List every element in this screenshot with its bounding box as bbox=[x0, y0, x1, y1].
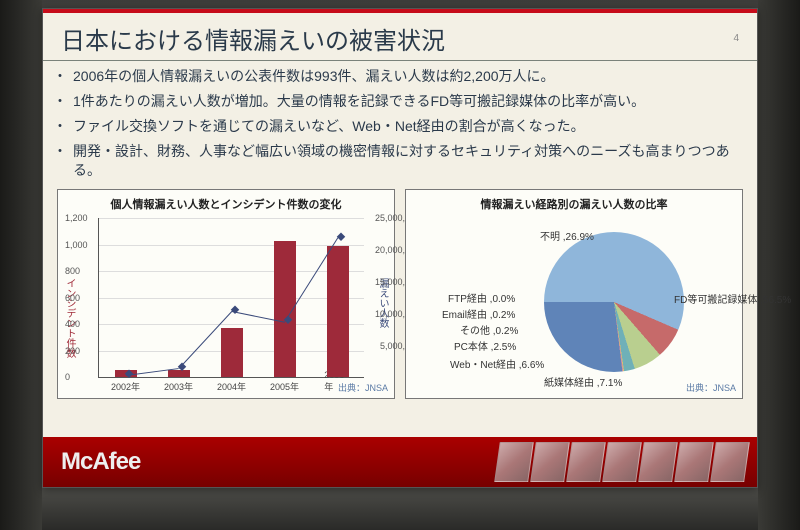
pie-label: 紙媒体経由 ,7.1% bbox=[544, 374, 622, 389]
chart-left-plot: 02004006008001,0001,200 05,000,00010,000… bbox=[98, 218, 364, 378]
bar bbox=[221, 328, 243, 377]
footer-thumb bbox=[494, 442, 534, 482]
photo-edge-left bbox=[0, 0, 42, 530]
chart-left: 個人情報漏えい人数とインシデント件数の変化 インシデント件数 漏えい人数 020… bbox=[57, 189, 395, 399]
chart-left-title: 個人情報漏えい人数とインシデント件数の変化 bbox=[58, 190, 394, 214]
footer-thumb bbox=[710, 442, 750, 482]
pie-label: Web・Net経由 ,6.6% bbox=[450, 356, 544, 371]
mcafee-logo: McAfee bbox=[61, 448, 140, 476]
slide: 日本における情報漏えいの被害状況 4 2006年の個人情報漏えいの公表件数は99… bbox=[42, 8, 758, 488]
bullet-item: 1件あたりの漏えい人数が増加。大量の情報を記録できるFD等可搬記録媒体の比率が高… bbox=[69, 92, 731, 111]
footer-thumb bbox=[566, 442, 606, 482]
projected-photo: 日本における情報漏えいの被害状況 4 2006年の個人情報漏えいの公表件数は99… bbox=[0, 0, 800, 530]
photo-edge-right bbox=[758, 0, 800, 530]
bullet-list: 2006年の個人情報漏えいの公表件数は993件、漏えい人数は約2,200万人に。… bbox=[43, 61, 757, 189]
slide-footer: McAfee bbox=[43, 437, 757, 487]
title-row: 日本における情報漏えいの被害状況 4 bbox=[43, 13, 757, 61]
bullet-item: ファイル交換ソフトを通じての漏えいなど、Web・Net経由の割合が高くなった。 bbox=[69, 117, 731, 136]
page-number: 4 bbox=[733, 33, 739, 44]
slide-title: 日本における情報漏えいの被害状況 bbox=[61, 21, 733, 56]
footer-thumb bbox=[530, 442, 570, 482]
chart-right-title: 情報漏えい経路別の漏えい人数の比率 bbox=[406, 190, 742, 214]
chart-right-plot: FD等可搬記録媒体 ,56.5%紙媒体経由 ,7.1%Web・Net経由 ,6.… bbox=[414, 216, 734, 386]
pie-label: PC本体 ,2.5% bbox=[454, 338, 516, 353]
bullet-item: 2006年の個人情報漏えいの公表件数は993件、漏えい人数は約2,200万人に。 bbox=[69, 67, 731, 86]
pie-label: FTP経由 ,0.0% bbox=[448, 290, 515, 305]
footer-thumb bbox=[602, 442, 642, 482]
bar bbox=[327, 246, 349, 377]
chart-right-source: 出典：JNSA bbox=[686, 381, 736, 394]
pie-chart bbox=[544, 232, 684, 372]
chart-left-source: 出典：JNSA bbox=[338, 381, 388, 394]
pie-label: FD等可搬記録媒体 ,56.5% bbox=[674, 291, 791, 306]
footer-thumb bbox=[674, 442, 714, 482]
bar bbox=[168, 370, 190, 377]
footer-thumbnails bbox=[497, 442, 757, 482]
bullet-item: 開発・設計、財務、人事など幅広い領域の機密情報に対するセキュリティ対策へのニーズ… bbox=[69, 142, 731, 180]
chart-right: 情報漏えい経路別の漏えい人数の比率 FD等可搬記録媒体 ,56.5%紙媒体経由 … bbox=[405, 189, 743, 399]
pie-label: 不明 ,26.9% bbox=[540, 228, 594, 243]
pie-label: その他 ,0.2% bbox=[460, 322, 518, 337]
pie-label: Email経由 ,0.2% bbox=[442, 306, 515, 321]
charts-row: 個人情報漏えい人数とインシデント件数の変化 インシデント件数 漏えい人数 020… bbox=[43, 189, 757, 399]
footer-thumb bbox=[638, 442, 678, 482]
